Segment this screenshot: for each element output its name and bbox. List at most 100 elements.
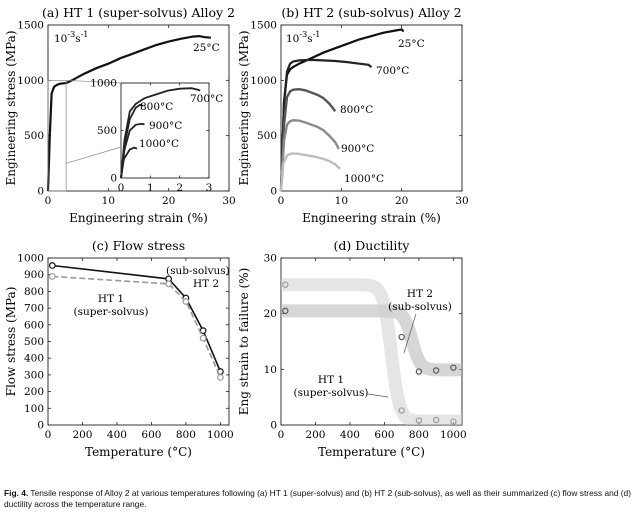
data-point-HT1: [415, 417, 423, 424]
x-tick-label: 30: [222, 195, 235, 207]
x-tick-label: 400: [107, 429, 127, 441]
y-tick-label: 500: [97, 125, 117, 137]
data-point-HT2: [48, 262, 56, 269]
y-tick-label: 600: [24, 319, 44, 331]
series-label-900C: 900°C: [341, 143, 374, 155]
x-tick-label: 0: [118, 182, 125, 194]
x-tick-label: 2: [176, 182, 183, 194]
series-line-700C: [279, 58, 373, 192]
y-tick-label: 1500: [250, 20, 277, 32]
series-label-HT2-line1: (sub-solvus): [166, 265, 230, 277]
x-tick-label: 0: [278, 429, 285, 441]
y-tick-label: 500: [24, 130, 44, 142]
y-tick-label: 1000: [17, 75, 44, 87]
x-tick-label: 600: [141, 429, 161, 441]
y-tick-label: 1000: [17, 253, 44, 265]
data-point-HT2: [415, 368, 423, 375]
x-tick-label: 10: [335, 195, 348, 207]
figure-caption: Fig. 4. Tensile response of Alloy 2 at v…: [4, 488, 640, 510]
series-line-800C: [279, 87, 337, 192]
annotation-leader-HT2: [403, 313, 417, 354]
x-tick-label: 1000: [207, 429, 234, 441]
data-point-HT1: [450, 418, 457, 425]
x-tick-label: 1: [147, 182, 154, 194]
y-tick-label: 700: [24, 303, 44, 315]
x-tick-label: 20: [395, 195, 408, 207]
series-label-1000C: 1000°C: [344, 173, 384, 185]
series-line-HT1: [52, 275, 222, 378]
series-label-25C: 25°C: [193, 42, 220, 54]
data-point-HT2: [398, 333, 405, 341]
chart-title: (d) Ductility: [334, 238, 411, 253]
x-tick-label: 30: [455, 195, 468, 207]
x-tick-label: 3: [206, 182, 213, 194]
series-label-700C: 700°C: [376, 65, 409, 77]
y-tick-label: 1000: [250, 75, 277, 87]
y-tick-label: 900: [24, 269, 44, 281]
series-label-HT2-line2: (sub-solvus): [388, 301, 452, 313]
series-label-900C: 900°C: [149, 120, 182, 132]
series-label-800C: 800°C: [140, 101, 173, 113]
series-label-HT1-line2: (super-solvus): [74, 306, 149, 318]
x-tick-label: 400: [340, 429, 360, 441]
y-tick-label: 200: [24, 386, 44, 398]
y-tick-label: 800: [24, 286, 44, 298]
annotation-leader-HT1: [367, 393, 389, 398]
x-tick-label: 0: [45, 429, 52, 441]
data-point-HT1: [182, 298, 190, 305]
x-axis-label: Engineering strain (%): [69, 211, 208, 225]
y-tick-label: 30: [264, 253, 277, 265]
data-point-HT1: [282, 281, 289, 288]
data-point-HT2: [282, 307, 289, 315]
x-tick-label: 20: [162, 195, 175, 207]
chart-title: (b) HT 2 (sub-solvus) Alloy 2: [281, 5, 461, 20]
x-tick-label: 800: [409, 429, 429, 441]
y-tick-label: 0: [270, 420, 277, 432]
series-line-25C: [279, 28, 405, 192]
y-tick-label: 10: [264, 364, 277, 376]
x-axis-label: Temperature (°C): [85, 445, 192, 459]
strain-rate-label: 10-3s-1: [286, 30, 320, 45]
data-point-HT1: [432, 416, 440, 424]
plot-frame: [280, 24, 463, 192]
y-tick-label: 1000: [90, 78, 117, 90]
y-tick-label: 400: [24, 353, 44, 365]
y-tick-label: 0: [270, 186, 277, 198]
x-tick-label: 200: [72, 429, 92, 441]
x-axis-label: Engineering strain (%): [302, 211, 441, 225]
x-tick-label: 0: [278, 195, 285, 207]
x-tick-label: 10: [102, 195, 115, 207]
x-tick-label: 800: [176, 429, 196, 441]
y-tick-label: 500: [24, 336, 44, 348]
y-tick-label: 300: [24, 369, 44, 381]
data-point-HT2: [450, 364, 457, 371]
y-axis-label: Engineering stress (MPa): [4, 30, 18, 185]
chart-title: (a) HT 1 (super-solvus) Alloy 2: [42, 5, 235, 20]
series-label-HT2-line1: HT 2: [407, 288, 433, 300]
series-label-700C: 700°C: [190, 93, 223, 105]
caption-label: Fig. 4.: [4, 488, 29, 498]
x-tick-label: 0: [45, 195, 52, 207]
series-label-1000C: 1000°C: [139, 138, 179, 150]
y-tick-label: 0: [37, 186, 44, 198]
y-axis-label: Flow stress (MPa): [4, 287, 18, 397]
data-point-HT1: [398, 407, 405, 414]
zoom-connector: [66, 79, 122, 84]
data-point-HT1: [48, 272, 56, 280]
chart-title: (c) Flow stress: [92, 238, 185, 253]
x-tick-label: 600: [374, 429, 394, 441]
zoom-connector: [66, 146, 122, 164]
data-point-HT2: [432, 367, 440, 374]
y-tick-label: 0: [110, 173, 117, 185]
series-line-900C: [120, 122, 145, 179]
series-line-25C: [46, 34, 211, 192]
data-point-HT1: [199, 334, 207, 342]
series-line-1000C: [120, 146, 138, 179]
x-tick-label: 1000: [440, 429, 467, 441]
series-label-HT1-line2: (super-solvus): [294, 387, 369, 399]
series-label-HT1-line1: HT 1: [98, 293, 124, 305]
series-line-1000C: [279, 152, 341, 192]
y-tick-label: 0: [37, 420, 44, 432]
y-tick-label: 100: [24, 403, 44, 415]
